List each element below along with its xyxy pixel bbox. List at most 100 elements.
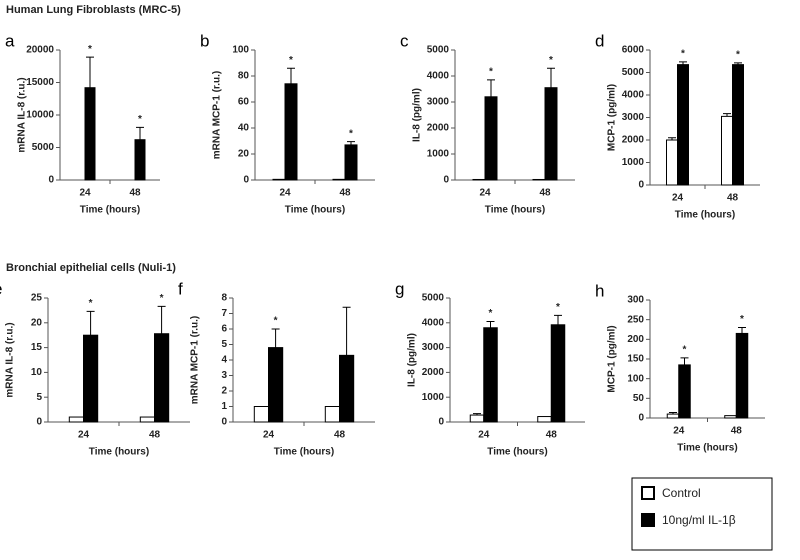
panel-letter: c [400, 31, 409, 50]
bar [324, 406, 340, 423]
y-tick-label: 4000 [622, 90, 645, 101]
y-axis-label: MCP-1 (pg/ml) [607, 84, 618, 151]
y-tick-label: 6 [221, 324, 227, 335]
bar [484, 96, 498, 181]
x-tick-label: 48 [539, 188, 551, 199]
bar [253, 406, 270, 423]
y-tick-label: 7 [221, 308, 227, 319]
bar [134, 139, 146, 181]
x-tick-label: 48 [339, 188, 351, 199]
x-tick-label: 24 [478, 430, 490, 441]
error-bar [547, 67, 555, 88]
error-bar [723, 113, 731, 117]
significance-mark: * [274, 316, 278, 327]
bar [532, 178, 546, 181]
y-tick-label: 20 [31, 317, 43, 328]
panel-letter: b [200, 31, 209, 50]
legend-box [631, 477, 773, 551]
legend-label: 10ng/ml IL-1β [662, 513, 736, 527]
bar [83, 334, 99, 423]
y-tick-label: 4000 [422, 317, 445, 328]
y-tick-label: 1000 [622, 157, 645, 168]
bar [483, 327, 498, 423]
y-tick-label: 80 [238, 71, 250, 82]
error-bar [86, 310, 95, 336]
bar [550, 324, 566, 423]
error-bar [473, 413, 481, 416]
y-tick-label: 4 [221, 355, 227, 366]
error-bar [136, 126, 144, 140]
bar [139, 416, 156, 423]
y-tick-label: 3 [221, 370, 227, 381]
panel-letter: d [595, 31, 604, 50]
y-axis-label: mRNA MCP-1 (r.u.) [190, 316, 201, 405]
y-tick-label: 4000 [427, 71, 450, 82]
error-bar [679, 61, 687, 65]
y-tick-label: 20000 [26, 45, 54, 56]
significance-mark: * [556, 302, 560, 313]
y-tick-label: 10000 [26, 110, 54, 121]
x-axis-label: Time (hours) [80, 205, 140, 216]
y-tick-label: 0 [243, 175, 249, 186]
y-tick-label: 8 [221, 293, 227, 304]
y-tick-label: 2000 [427, 123, 450, 134]
x-tick-label: 24 [279, 188, 291, 199]
x-axis-label: Time (hours) [274, 447, 334, 458]
error-bar [668, 137, 676, 140]
error-bar [738, 327, 746, 334]
error-bar [342, 306, 351, 356]
bar [677, 64, 689, 186]
significance-mark: * [138, 114, 142, 125]
y-tick-label: 50 [633, 393, 645, 404]
y-tick-label: 5 [221, 339, 227, 350]
bar [469, 414, 485, 423]
bar [339, 354, 355, 423]
x-axis-label: Time (hours) [89, 447, 149, 458]
x-axis-label: Time (hours) [485, 205, 545, 216]
significance-mark: * [736, 49, 740, 60]
panel-letter: f [178, 279, 183, 298]
x-axis-label: Time (hours) [675, 210, 735, 221]
y-axis-label: IL-8 (pg/ml) [407, 333, 418, 387]
legend-swatch [641, 513, 655, 527]
error-bar [157, 305, 166, 334]
y-tick-label: 0 [443, 175, 449, 186]
error-bar [680, 357, 689, 365]
significance-mark: * [89, 298, 93, 309]
x-axis-label: Time (hours) [285, 205, 345, 216]
y-tick-label: 300 [627, 295, 644, 306]
panel-letter: g [395, 279, 404, 298]
x-tick-label: 24 [78, 430, 90, 441]
y-axis-label: mRNA IL-8 (r.u.) [17, 77, 28, 152]
x-axis-label: Time (hours) [677, 443, 737, 454]
bar [332, 178, 346, 181]
error-bar [347, 141, 355, 145]
y-axis-label: IL-8 (pg/ml) [412, 88, 423, 142]
bar [666, 139, 678, 186]
error-bar [669, 411, 677, 415]
significance-mark: * [88, 44, 92, 55]
y-tick-label: 0 [638, 413, 644, 424]
y-tick-label: 25 [31, 293, 43, 304]
bar [735, 332, 749, 419]
legend-swatch [641, 486, 655, 500]
bar [666, 413, 680, 419]
bar [154, 333, 170, 423]
significance-mark: * [740, 314, 744, 325]
section-title: Human Lung Fibroblasts (MRC-5) [6, 4, 181, 16]
panel-letter: h [595, 281, 604, 300]
y-tick-label: 20 [238, 149, 250, 160]
y-tick-label: 0 [221, 417, 227, 428]
x-tick-label: 24 [479, 188, 491, 199]
y-tick-label: 2000 [622, 135, 645, 146]
x-tick-label: 24 [79, 188, 91, 199]
y-axis-label: mRNA IL-8 (r.u.) [5, 322, 16, 397]
x-tick-label: 48 [149, 430, 161, 441]
y-tick-label: 0 [48, 175, 54, 186]
significance-mark: * [681, 49, 685, 60]
y-tick-label: 10 [31, 367, 43, 378]
panel-letter: a [5, 31, 15, 50]
error-bar [86, 56, 94, 88]
bar [678, 364, 691, 419]
